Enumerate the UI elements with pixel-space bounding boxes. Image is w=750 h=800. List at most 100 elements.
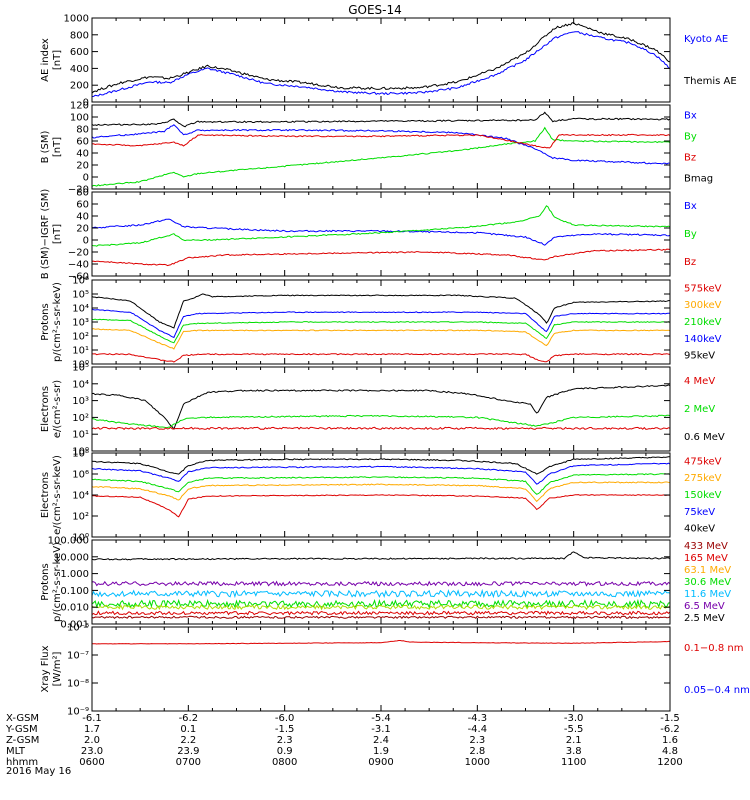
y-tick-label: 100 bbox=[70, 113, 89, 124]
series-line bbox=[92, 551, 670, 561]
y-tick-label: 10.000 bbox=[54, 552, 89, 563]
series-group bbox=[92, 456, 670, 518]
y-tick-label: 40 bbox=[76, 149, 89, 160]
ephemeris-value: 3.8 bbox=[566, 746, 582, 757]
series-line bbox=[92, 615, 670, 620]
series-line bbox=[92, 124, 670, 165]
legend-entry: Bz bbox=[684, 153, 696, 164]
y-tick-label: 40 bbox=[76, 212, 89, 223]
y-tick-label: 0.010 bbox=[60, 603, 89, 614]
series-line bbox=[92, 205, 670, 247]
series-line bbox=[92, 640, 670, 645]
ephemeris-value: -5.5 bbox=[564, 724, 584, 735]
series-line bbox=[92, 111, 670, 128]
y-axis-label: [W/m²] bbox=[52, 651, 63, 686]
y-tick-label: 10⁸ bbox=[72, 449, 89, 460]
ephemeris-value: 1.9 bbox=[373, 746, 389, 757]
series-line bbox=[92, 473, 670, 495]
series-line bbox=[92, 588, 670, 599]
legend-entry: 140keV bbox=[684, 334, 722, 345]
series-group bbox=[92, 384, 670, 431]
y-tick-label: 200 bbox=[70, 81, 89, 92]
legend-entry: 6.5 MeV bbox=[684, 601, 725, 612]
y-tick-label: 10⁻⁶ bbox=[67, 623, 89, 634]
panel-8: 10⁻⁹ 10⁻⁸ 10⁻⁷ 10⁻⁶ Xray Flux [W/m²] 0.1−0.8 n… bbox=[40, 623, 750, 718]
y-tick-label: 80 bbox=[76, 188, 89, 199]
y-tick-label: 0.100 bbox=[60, 586, 89, 597]
y-tick-label: 10⁶ bbox=[72, 470, 89, 481]
ephemeris-value: -1.5 bbox=[275, 724, 295, 735]
y-tick-label: 10⁰ bbox=[72, 533, 89, 544]
y-axis-label: Electrons bbox=[40, 386, 51, 432]
series-group bbox=[92, 205, 670, 267]
series-line bbox=[92, 414, 670, 429]
series-line bbox=[92, 481, 670, 503]
series-line bbox=[92, 31, 670, 97]
ephemeris-value: -6.2 bbox=[179, 713, 199, 724]
ephemeris-value: -6.0 bbox=[275, 713, 295, 724]
y-tick-label: 60 bbox=[76, 200, 89, 211]
ephemeris-label: Y-GSM bbox=[5, 724, 38, 735]
ephemeris-value: 2.3 bbox=[277, 735, 293, 746]
y-tick-label: 10⁻⁷ bbox=[67, 651, 89, 662]
ephemeris-value: -5.4 bbox=[371, 713, 391, 724]
y-tick-label: 10² bbox=[72, 332, 89, 343]
ephemeris-label: Z-GSM bbox=[6, 735, 39, 746]
y-tick-label: 10⁵ bbox=[72, 363, 89, 374]
y-tick-label: 0 bbox=[83, 236, 89, 247]
legend-entry: By bbox=[684, 229, 697, 240]
ephemeris-value: -3.0 bbox=[564, 713, 584, 724]
ephemeris-value: 1100 bbox=[561, 757, 586, 768]
panel-6: 10⁰ 10² 10⁴ 10⁶ 10⁸ Electrons e/(cm²-s-sr-keV)… bbox=[40, 449, 722, 544]
legend-entry: By bbox=[684, 132, 697, 143]
legend-entry: Bmag bbox=[684, 174, 713, 185]
y-axis-label: AE index bbox=[40, 38, 51, 82]
ephemeris-label: hhmm bbox=[6, 757, 38, 768]
y-tick-label: 20 bbox=[76, 161, 89, 172]
series-line bbox=[92, 353, 670, 363]
series-line bbox=[92, 248, 670, 267]
series-group bbox=[92, 640, 670, 645]
y-tick-label: 10⁴ bbox=[72, 379, 89, 390]
ephemeris-value: 0.9 bbox=[277, 746, 293, 757]
y-tick-label: 80 bbox=[76, 125, 89, 136]
legend-entry: 2.5 MeV bbox=[684, 613, 725, 624]
ephemeris-value: 4.8 bbox=[662, 746, 678, 757]
ephemeris-label: MLT bbox=[6, 746, 26, 757]
series-line bbox=[92, 462, 670, 485]
y-axis-label: [nT] bbox=[52, 224, 63, 244]
series-line bbox=[92, 133, 670, 149]
ephemeris-value: 1.6 bbox=[662, 735, 678, 746]
y-tick-label: 10⁶ bbox=[72, 276, 89, 287]
ephemeris-value: 2.3 bbox=[469, 735, 485, 746]
y-tick-label: −20 bbox=[68, 185, 89, 196]
legend-entry: 165 MeV bbox=[684, 553, 728, 564]
legend-entry: Themis AE bbox=[683, 76, 737, 87]
y-tick-label: 20 bbox=[76, 224, 89, 235]
ephemeris-value: 1000 bbox=[465, 757, 490, 768]
y-tick-label: 120 bbox=[70, 101, 89, 112]
legend-entry: 0.05−0.4 nm bbox=[684, 685, 750, 696]
legend-entry: 275keV bbox=[684, 473, 722, 484]
y-axis-label: p/(cm²-s-sr-keV) bbox=[52, 282, 63, 362]
ephemeris-value: 2.2 bbox=[180, 735, 196, 746]
y-tick-label: 0 bbox=[83, 173, 89, 184]
panel-frame bbox=[91, 17, 671, 103]
y-tick-label: 1000 bbox=[64, 14, 89, 25]
legend-entry: Bz bbox=[684, 257, 696, 268]
ephemeris-label: X-GSM bbox=[6, 713, 39, 724]
y-axis-label: [nT] bbox=[52, 50, 63, 70]
legend-entry: 30.6 MeV bbox=[684, 577, 731, 588]
ephemeris-value: 0900 bbox=[368, 757, 393, 768]
panel-frame bbox=[91, 626, 671, 712]
legend-entry: 40keV bbox=[684, 524, 715, 535]
y-tick-label: 1.000 bbox=[60, 569, 89, 580]
ephemeris-value: 0700 bbox=[176, 757, 201, 768]
legend-entry: Bx bbox=[684, 111, 697, 122]
series-line bbox=[92, 293, 670, 329]
ephemeris-value: -4.4 bbox=[468, 724, 488, 735]
series-line bbox=[92, 494, 670, 518]
y-axis-label: B (SM) bbox=[40, 130, 51, 163]
